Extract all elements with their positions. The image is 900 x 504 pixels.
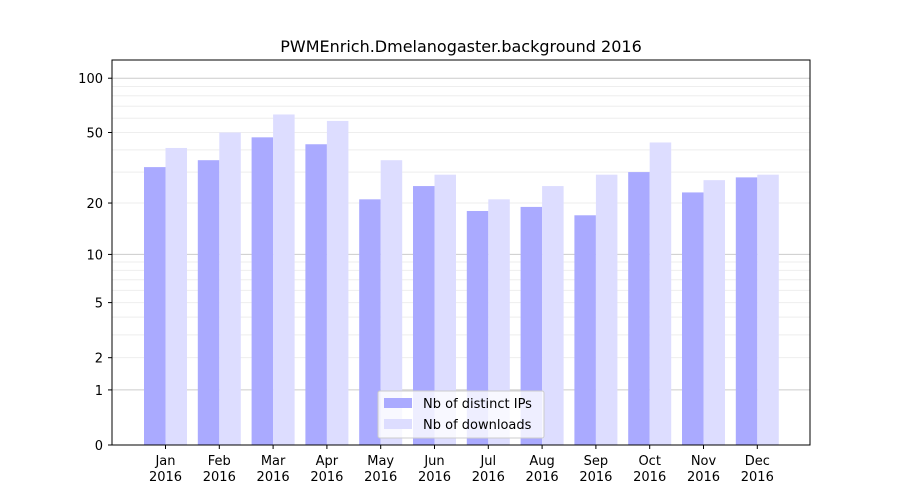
- y-tick-label: 50: [86, 127, 103, 142]
- x-tick-label: Dec: [745, 454, 770, 469]
- bar-downloads: [219, 132, 241, 446]
- bar-downloads: [649, 142, 672, 446]
- x-tick-label: 2016: [364, 470, 397, 485]
- x-tick-label: 2016: [687, 470, 720, 485]
- x-tick-label: May: [367, 454, 394, 469]
- x-tick-label: Oct: [638, 454, 660, 469]
- x-tick-label: Jul: [479, 454, 496, 469]
- bar-distinct-ips: [520, 206, 543, 445]
- bar-distinct-ips: [413, 186, 435, 445]
- bar-distinct-ips: [628, 172, 650, 445]
- y-tick-label: 0: [95, 439, 103, 454]
- bar-downloads: [326, 120, 349, 445]
- legend-box: [377, 390, 545, 439]
- y-tick-label: 1: [95, 384, 103, 399]
- bar-downloads: [380, 160, 403, 445]
- x-axis: Jan2016Feb2016Mar2016Apr2016May2016Jun20…: [149, 445, 774, 485]
- bar-downloads: [434, 174, 456, 445]
- x-tick-label: 2016: [418, 470, 451, 485]
- y-tick-label: 5: [95, 297, 103, 312]
- x-tick-label: 2016: [149, 470, 182, 485]
- x-tick-label: 2016: [526, 470, 559, 485]
- bar-downloads: [488, 199, 510, 445]
- x-tick-label: Mar: [261, 454, 286, 469]
- x-tick-label: 2016: [472, 470, 505, 485]
- bar-downloads: [542, 186, 564, 445]
- axes-frame: [111, 59, 811, 446]
- legend: Nb of distinct IPs Nb of downloads: [377, 390, 545, 439]
- x-tick-label: 2016: [203, 470, 236, 485]
- bar-distinct-ips: [305, 144, 327, 445]
- y-tick-label: 10: [86, 248, 103, 263]
- x-tick-label: Nov: [691, 454, 717, 469]
- x-tick-label: Apr: [316, 454, 339, 469]
- bar-distinct-ips: [144, 167, 166, 446]
- x-tick-label: 2016: [579, 470, 612, 485]
- chart-title: PWMEnrich.Dmelanogaster.background 2016: [280, 37, 642, 56]
- bars: [144, 114, 779, 446]
- bar-downloads: [757, 174, 779, 445]
- bar-downloads: [595, 174, 618, 445]
- bar-distinct-ips: [735, 177, 758, 445]
- bar-distinct-ips: [197, 160, 220, 445]
- bar-downloads: [273, 114, 295, 446]
- legend-swatch-downloads: [384, 419, 412, 429]
- bar-distinct-ips: [682, 192, 704, 445]
- x-tick-label: Feb: [208, 454, 231, 469]
- legend-label-downloads: Nb of downloads: [423, 418, 532, 433]
- y-tick-label: 2: [95, 352, 103, 367]
- legend-swatch-ips: [384, 398, 412, 408]
- bar-downloads: [703, 180, 725, 445]
- x-tick-label: Aug: [529, 454, 554, 469]
- x-tick-label: 2016: [310, 470, 343, 485]
- x-tick-label: 2016: [741, 470, 774, 485]
- y-tick-label: 20: [86, 197, 103, 212]
- legend-label-ips: Nb of distinct IPs: [423, 397, 532, 412]
- bar-distinct-ips: [251, 137, 274, 445]
- bar-distinct-ips: [466, 210, 489, 445]
- x-tick-label: Sep: [584, 454, 609, 469]
- bar-downloads: [165, 147, 187, 445]
- y-axis: 0 1 2 5 10 20 50 100: [78, 72, 112, 454]
- x-tick-label: Jun: [423, 454, 444, 469]
- x-tick-label: 2016: [633, 470, 666, 485]
- bar-distinct-ips: [359, 199, 381, 445]
- bar-distinct-ips: [574, 215, 596, 445]
- x-tick-label: 2016: [257, 470, 290, 485]
- x-tick-label: Jan: [154, 454, 175, 469]
- y-tick-label: 100: [78, 72, 103, 87]
